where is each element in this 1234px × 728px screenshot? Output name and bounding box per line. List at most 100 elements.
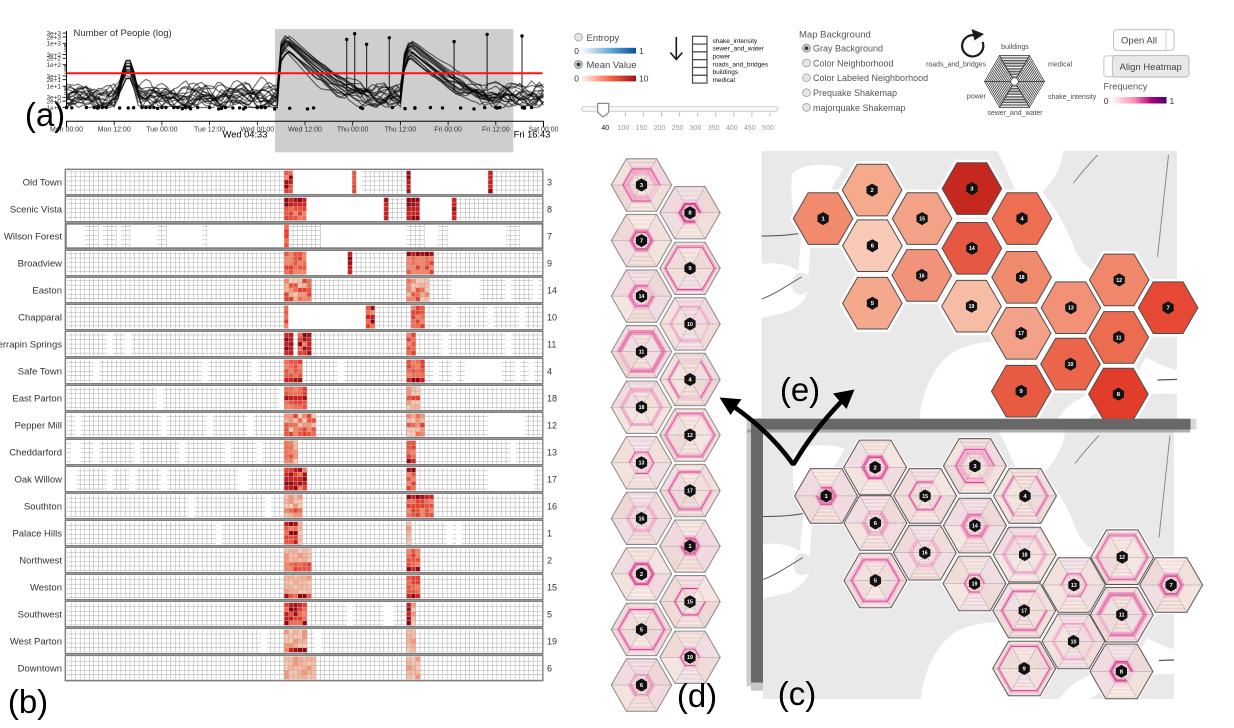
svg-text:10: 10 [639, 74, 649, 84]
svg-text:3: 3 [970, 187, 974, 193]
svg-text:12: 12 [1119, 555, 1125, 561]
svg-text:buildings: buildings [1001, 44, 1029, 51]
svg-text:power: power [713, 54, 732, 61]
svg-text:18: 18 [547, 394, 557, 404]
svg-text:Fri 12:00: Fri 12:00 [482, 127, 510, 134]
svg-text:East Parton: East Parton [12, 394, 62, 405]
svg-text:13: 13 [1068, 306, 1074, 312]
svg-text:Tue 12:00: Tue 12:00 [194, 127, 225, 134]
svg-text:17: 17 [687, 489, 693, 495]
svg-text:roads_and_bridges: roads_and_bridges [926, 62, 986, 69]
svg-text:shake_intensity: shake_intensity [713, 38, 759, 45]
svg-text:Scenic Vista: Scenic Vista [10, 205, 63, 216]
svg-text:11: 11 [1119, 613, 1125, 619]
svg-text:Align Heatmap: Align Heatmap [1120, 62, 1182, 73]
svg-text:5: 5 [640, 627, 644, 633]
svg-text:medical: medical [713, 77, 736, 84]
svg-text:medical: medical [1048, 62, 1073, 69]
svg-text:9: 9 [1020, 389, 1024, 395]
svg-text:Easton: Easton [32, 286, 62, 297]
svg-text:sewer_and_water: sewer_and_water [713, 46, 765, 53]
svg-text:2e+0: 2e+0 [47, 99, 62, 106]
svg-text:13: 13 [1071, 583, 1077, 589]
svg-text:2e+3: 2e+3 [47, 34, 62, 41]
svg-text:11: 11 [639, 350, 645, 356]
svg-text:Open All: Open All [1121, 36, 1157, 47]
svg-text:(a): (a) [25, 96, 65, 133]
svg-text:Cheddarford: Cheddarford [9, 448, 62, 459]
svg-text:(e): (e) [780, 371, 820, 408]
svg-text:2e+1: 2e+1 [47, 77, 62, 84]
svg-text:6: 6 [547, 664, 552, 674]
svg-text:7: 7 [1166, 306, 1170, 312]
svg-text:19: 19 [547, 637, 557, 647]
svg-text:15: 15 [687, 600, 693, 606]
svg-text:1: 1 [824, 494, 828, 500]
svg-text:3: 3 [973, 464, 977, 470]
svg-text:13: 13 [639, 461, 645, 467]
svg-text:18: 18 [639, 405, 645, 411]
svg-text:18: 18 [1022, 553, 1028, 559]
svg-text:(c): (c) [778, 675, 816, 712]
svg-text:1: 1 [688, 544, 692, 550]
svg-text:8: 8 [1117, 392, 1121, 398]
svg-text:350: 350 [708, 125, 720, 132]
svg-text:100: 100 [618, 125, 630, 132]
svg-text:2: 2 [873, 465, 877, 471]
svg-text:Color Neighborhood: Color Neighborhood [813, 58, 894, 68]
svg-text:5: 5 [871, 301, 875, 307]
svg-text:16: 16 [922, 551, 928, 557]
svg-text:3: 3 [640, 183, 644, 189]
svg-text:(b): (b) [8, 683, 48, 720]
svg-text:15: 15 [919, 217, 925, 223]
svg-text:Entropy: Entropy [587, 33, 620, 44]
svg-text:16: 16 [919, 273, 925, 279]
svg-text:10: 10 [1071, 639, 1077, 645]
svg-text:14: 14 [547, 286, 557, 296]
svg-text:6: 6 [871, 244, 875, 250]
svg-text:Tue 00:00: Tue 00:00 [146, 127, 177, 134]
svg-text:11: 11 [1116, 335, 1122, 341]
svg-text:2: 2 [870, 188, 874, 194]
svg-text:40: 40 [601, 125, 609, 132]
svg-text:Southton: Southton [24, 502, 62, 513]
svg-text:14: 14 [972, 524, 978, 530]
svg-text:Pepper Mill: Pepper Mill [14, 421, 62, 432]
svg-text:Safe Town: Safe Town [18, 367, 62, 378]
svg-text:Southwest: Southwest [18, 610, 63, 621]
svg-text:7: 7 [1169, 583, 1173, 589]
svg-text:Gray Background: Gray Background [813, 44, 883, 54]
svg-text:4: 4 [688, 377, 692, 383]
svg-text:4: 4 [1023, 494, 1027, 500]
svg-text:3e+0: 3e+0 [47, 95, 62, 102]
svg-text:Sat 00:00: Sat 00:00 [529, 127, 559, 134]
svg-text:250: 250 [672, 125, 684, 132]
svg-text:17: 17 [1018, 331, 1024, 337]
svg-text:450: 450 [744, 125, 756, 132]
svg-text:4: 4 [547, 367, 552, 377]
svg-text:1e+1: 1e+1 [47, 84, 62, 91]
svg-text:9: 9 [688, 266, 692, 272]
svg-text:12: 12 [687, 433, 693, 439]
svg-text:Number of People (log): Number of People (log) [74, 28, 172, 39]
svg-text:Palace Hills: Palace Hills [12, 529, 62, 540]
svg-text:buildings: buildings [713, 69, 739, 76]
svg-text:Chapparal: Chapparal [18, 313, 62, 324]
svg-text:16: 16 [547, 502, 557, 512]
svg-text:12: 12 [547, 421, 557, 431]
svg-text:Mon 12:00: Mon 12:00 [98, 127, 131, 134]
svg-text:0: 0 [574, 74, 579, 84]
svg-text:(d): (d) [677, 677, 717, 714]
svg-text:15: 15 [547, 583, 557, 593]
svg-text:Terrapin Springs: Terrapin Springs [0, 340, 62, 351]
svg-text:7: 7 [640, 239, 644, 245]
svg-text:Fri 00:00: Fri 00:00 [434, 127, 462, 134]
svg-text:8: 8 [1120, 669, 1124, 675]
svg-text:Thu 00:00: Thu 00:00 [337, 127, 369, 134]
svg-text:Mon 00:00: Mon 00:00 [50, 127, 83, 134]
svg-text:Mean Value: Mean Value [587, 60, 637, 71]
svg-text:18: 18 [1019, 275, 1025, 281]
svg-text:Thu 12:00: Thu 12:00 [385, 127, 417, 134]
svg-text:19: 19 [687, 655, 693, 661]
svg-text:Map Background: Map Background [799, 29, 871, 40]
